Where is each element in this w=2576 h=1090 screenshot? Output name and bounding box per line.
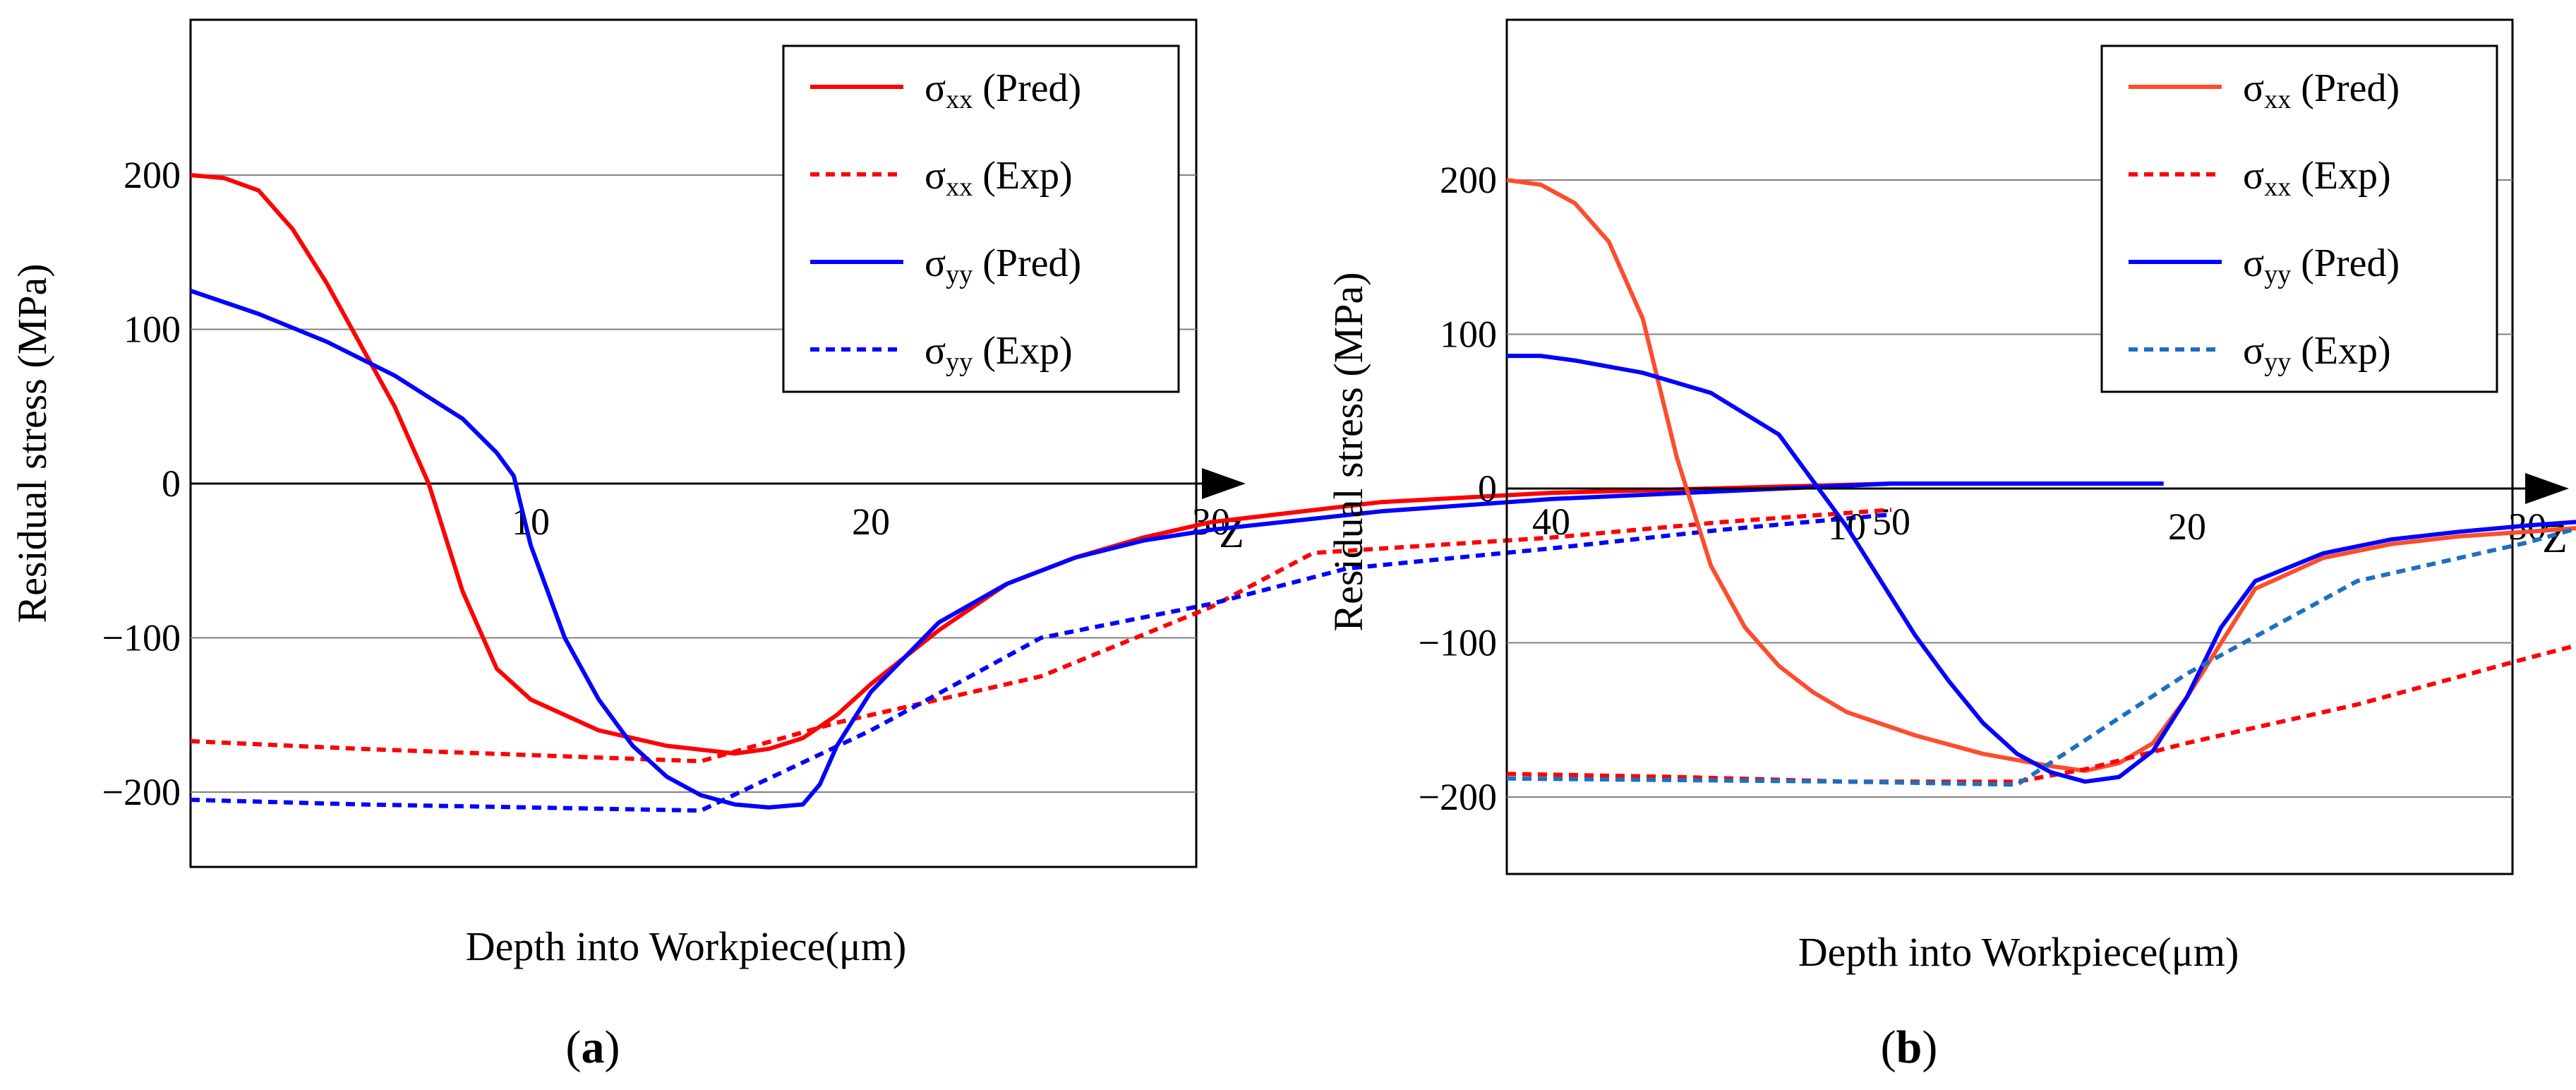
legend-suffix: (Pred) [2291, 241, 2400, 285]
x-tick-label: 20 [2168, 505, 2206, 548]
legend-sigma: σ [2243, 66, 2264, 110]
legend-entry: σyy (Exp) [2243, 329, 2391, 377]
legend-entry: σyy (Pred) [925, 241, 1081, 289]
x-tick-label: 20 [852, 501, 890, 543]
legend: σxx (Pred)σxx (Exp)σyy (Pred)σyy (Exp) [782, 44, 1180, 393]
legend-box [782, 44, 1180, 393]
y-tick-label: −100 [102, 617, 181, 659]
x-tick-label: 50 [1872, 501, 1910, 543]
legend-subscript: xx [946, 85, 973, 114]
panel-caption: (b) [1881, 1022, 1938, 1073]
legend-sigma: σ [2243, 329, 2264, 373]
legend-entry: σxx (Pred) [925, 66, 1081, 114]
legend-subscript: yy [2264, 347, 2291, 377]
series-line-yy-pred [1507, 354, 2576, 784]
legend-suffix: (Pred) [973, 66, 1081, 110]
legend-entry: σxx (Pred) [2243, 66, 2400, 114]
caption-letter: a [582, 1022, 605, 1073]
legend-sigma: σ [2243, 154, 2264, 198]
legend-sigma: σ [925, 329, 946, 373]
legend-entry: σxx (Exp) [925, 154, 1073, 202]
y-tick-label: −200 [102, 771, 181, 813]
legend-suffix: (Pred) [2291, 66, 2400, 110]
y-axis-title: Residual stress (MPa) [1325, 272, 1371, 631]
legend: σxx (Pred)σxx (Exp)σyy (Pred)σyy (Exp) [2100, 44, 2498, 393]
legend-suffix: (Pred) [973, 241, 1081, 285]
legend-subscript: yy [2264, 260, 2291, 289]
y-tick-label: −100 [1419, 622, 1497, 664]
legend-suffix: (Exp) [2291, 329, 2391, 373]
x-axis-arrowhead [2525, 473, 2569, 504]
x-axis-title: Depth into Workpiece(μm) [1798, 929, 2239, 975]
legend-sigma: σ [2243, 241, 2264, 285]
legend-entry: σxx (Exp) [2243, 154, 2391, 202]
caption-open: ( [566, 1022, 582, 1073]
y-tick-label: 200 [1440, 159, 1497, 201]
x-axis-title: Depth into Workpiece(μm) [466, 923, 907, 969]
y-tick-label: 0 [162, 462, 181, 505]
legend-box [2100, 44, 2498, 393]
legend-subscript: yy [946, 347, 973, 377]
series-line-yy-exp [1506, 526, 2576, 787]
plot-frame [1505, 18, 2514, 875]
plot-frame [189, 18, 1198, 868]
y-tick-label: 100 [1440, 313, 1497, 356]
legend-entry: σyy (Exp) [925, 329, 1073, 377]
legend-sigma: σ [925, 154, 946, 198]
caption-letter: b [1896, 1022, 1922, 1073]
y-axis-title: Residual stress (MPa) [9, 263, 55, 623]
series-line-yy-pred [190, 289, 2164, 810]
x-tick-label: 10 [512, 501, 550, 543]
series-line-xx-exp [190, 508, 1892, 764]
caption-close: ) [605, 1022, 620, 1073]
legend-sigma: σ [925, 241, 946, 285]
caption-open: ( [1881, 1022, 1896, 1073]
legend-suffix: (Exp) [973, 329, 1073, 373]
legend-suffix: (Exp) [2291, 154, 2391, 198]
legend-subscript: xx [946, 172, 973, 202]
y-tick-label: −200 [1419, 776, 1497, 818]
series-line-xx-pred [190, 173, 2164, 756]
y-tick-label: 0 [1478, 467, 1497, 510]
legend-entry: σyy (Pred) [2243, 241, 2400, 289]
legend-sigma: σ [925, 66, 946, 110]
caption-close: ) [1922, 1022, 1937, 1073]
legend-subscript: yy [946, 260, 973, 289]
x-axis-arrowhead [1202, 468, 1246, 499]
legend-suffix: (Exp) [973, 154, 1073, 198]
legend-subscript: xx [2264, 172, 2291, 202]
legend-subscript: xx [2264, 85, 2291, 114]
y-tick-label: 200 [124, 154, 181, 196]
series-line-yy-exp [190, 512, 1892, 813]
y-tick-label: 100 [124, 309, 181, 351]
panel-caption: (a) [566, 1022, 620, 1073]
series-line-xx-exp [1506, 643, 2576, 784]
